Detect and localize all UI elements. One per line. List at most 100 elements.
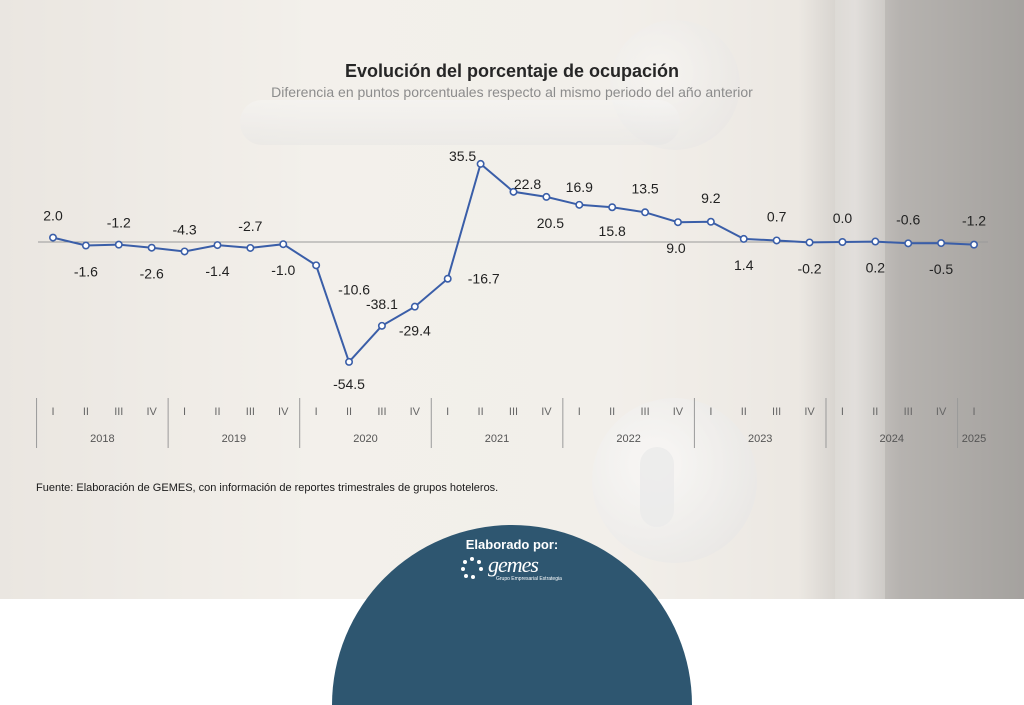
data-label: -10.6 [338, 281, 370, 297]
data-point [838, 238, 847, 247]
x-tick-label: III [772, 406, 781, 418]
line-chart: 2.0 -1.6 -1.2 -2.6 -4.3 -1.4 -2.7 -1.0 -10.6 -54.… [36, 148, 988, 448]
x-tick-label: I [183, 406, 186, 418]
data-point [509, 187, 518, 196]
data-point [410, 302, 419, 311]
x-tick-label: III [509, 406, 518, 418]
data-point [904, 239, 913, 248]
data-label: -1.4 [205, 263, 229, 279]
x-tick-label: II [214, 406, 220, 418]
data-label: 9.0 [666, 240, 686, 256]
data-label: -16.7 [468, 271, 500, 287]
x-tick-label: IV [410, 406, 421, 418]
data-label: 9.2 [701, 190, 721, 206]
x-tick-label: II [346, 406, 352, 418]
data-point [377, 321, 386, 330]
data-label: 15.8 [599, 223, 626, 239]
data-point [969, 240, 978, 249]
background-wash [0, 0, 1024, 599]
data-point [772, 236, 781, 245]
chart-subtitle: Diferencia en puntos porcentuales respec… [271, 84, 753, 100]
x-year-label: 2025 [962, 433, 986, 445]
keyhole-plate [592, 398, 757, 563]
logo-dots-icon [461, 557, 483, 579]
data-point [443, 274, 452, 283]
data-label: -29.4 [399, 323, 431, 339]
data-label: -38.1 [366, 296, 398, 312]
data-label: -1.6 [74, 264, 98, 280]
data-label: -0.6 [896, 211, 920, 227]
x-tick-label: I [51, 406, 54, 418]
x-year-label: 2021 [485, 433, 509, 445]
x-tick-label: IV [541, 406, 552, 418]
data-point [542, 192, 551, 201]
x-tick-label: II [609, 406, 615, 418]
x-year-label: 2020 [353, 433, 377, 445]
data-label: 35.5 [449, 148, 476, 164]
data-point [180, 247, 189, 256]
x-tick-label: I [446, 406, 449, 418]
x-tick-label: III [640, 406, 649, 418]
data-point [575, 200, 584, 209]
data-point [114, 240, 123, 249]
data-point [706, 217, 715, 226]
data-point [345, 357, 354, 366]
data-point [279, 240, 288, 249]
x-tick-label: IV [804, 406, 815, 418]
data-point [147, 243, 156, 252]
data-point [48, 233, 57, 242]
data-point [246, 243, 255, 252]
data-point [871, 237, 880, 246]
door-edge [835, 0, 885, 599]
data-label: 13.5 [631, 180, 658, 196]
data-label: -54.5 [333, 376, 365, 392]
x-year-label: 2018 [90, 433, 114, 445]
data-label: 2.0 [43, 208, 63, 224]
data-label: 20.5 [537, 215, 564, 231]
x-tick-label: I [578, 406, 581, 418]
data-label: 0.7 [767, 208, 787, 224]
x-year-label: 2023 [748, 433, 772, 445]
data-label: 16.9 [566, 179, 593, 195]
x-tick-label: III [246, 406, 255, 418]
logo-tagline: Grupo Empresarial Estrategia [496, 576, 562, 582]
x-tick-label: III [377, 406, 386, 418]
x-tick-label: III [114, 406, 123, 418]
source-note: Fuente: Elaboración de GEMES, con inform… [36, 482, 499, 494]
data-label: 22.8 [514, 176, 541, 192]
data-label: -4.3 [173, 221, 197, 237]
x-tick-label: IV [936, 406, 947, 418]
x-year-label: 2024 [880, 433, 904, 445]
gemes-logo: gemes Grupo Empresarial Estrategia [460, 552, 570, 584]
data-label: 0.2 [866, 260, 886, 276]
x-tick-label: I [972, 406, 975, 418]
door-handle [240, 100, 680, 145]
data-point [312, 261, 321, 270]
x-tick-label: I [709, 406, 712, 418]
data-point [673, 218, 682, 227]
keyhole [640, 447, 674, 527]
data-label: -1.0 [271, 262, 295, 278]
x-tick-label: II [478, 406, 484, 418]
data-label: -0.5 [929, 261, 953, 277]
x-tick-label: IV [146, 406, 157, 418]
data-label: 0.0 [833, 210, 853, 226]
x-year-label: 2019 [222, 433, 246, 445]
data-point [213, 241, 222, 250]
data-point [81, 241, 90, 250]
data-label: 1.4 [734, 257, 754, 273]
x-tick-label: II [741, 406, 747, 418]
data-point [608, 203, 617, 212]
x-tick-label: IV [278, 406, 289, 418]
door-handle-rose [610, 20, 740, 150]
data-point [641, 208, 650, 217]
chart-title: Evolución del porcentaje de ocupación [344, 61, 680, 81]
data-label: -2.6 [140, 266, 164, 282]
x-tick-label: IV [673, 406, 684, 418]
x-year-label: 2022 [616, 433, 640, 445]
x-tick-label: III [904, 406, 913, 418]
data-label: -1.2 [962, 213, 986, 229]
background-photo [0, 0, 1024, 599]
data-point [739, 234, 748, 243]
badge-label: Elaborado por: [465, 537, 559, 552]
